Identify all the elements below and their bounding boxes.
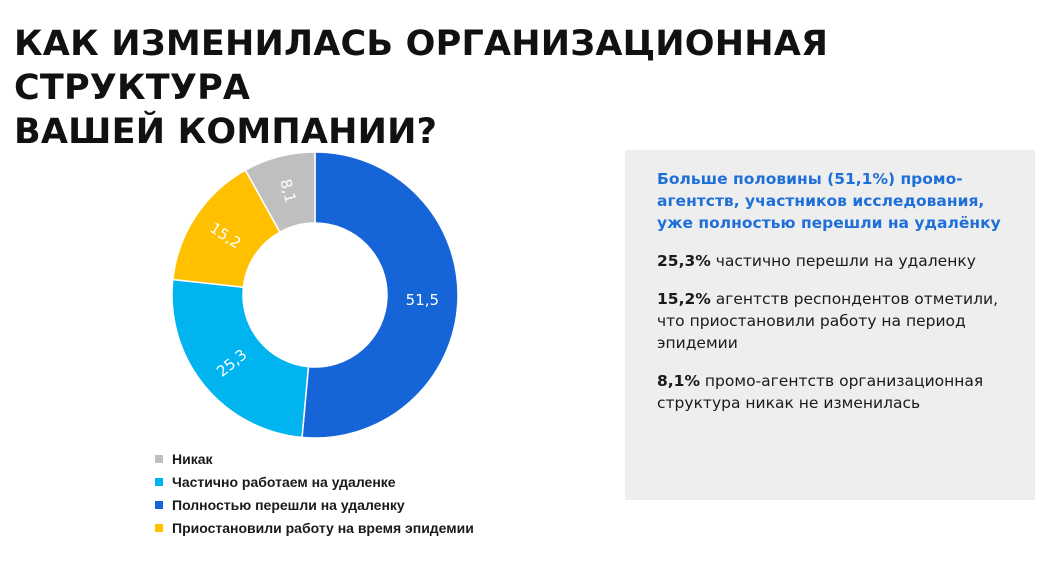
legend-item-2: Частично работаем на удаленке [155,470,474,493]
summary-pct-1: 25,3% [657,252,711,270]
legend-item-4: Приостановили работу на время эпидемии [155,516,474,539]
legend-label-1: Никак [172,450,213,467]
summary-paragraph-2: 15,2% агентств респондентов отметили, чт… [657,288,1011,354]
legend-item-1: Никак [155,447,474,470]
page-title: КАК ИЗМЕНИЛАСЬ ОРГАНИЗАЦИОННАЯ СТРУКТУРА… [14,22,1024,154]
summary-text-1: частично перешли на удаленку [710,252,976,270]
legend-swatch-4 [155,523,163,532]
legend-swatch-1 [155,454,163,463]
title-line-2: ВАШЕЙ КОМПАНИИ? [14,112,438,152]
legend-swatch-3 [155,500,163,509]
legend-label-2: Частично работаем на удаленке [172,473,396,490]
summary-pct-2: 15,2% [657,290,711,308]
title-line-1: КАК ИЗМЕНИЛАСЬ ОРГАНИЗАЦИОННАЯ СТРУКТУРА [14,24,829,108]
donut-slice-4 [244,151,316,234]
summary-paragraph-3: 8,1% промо-агентств организационная стру… [657,370,1011,414]
chart-legend: Никак Частично работаем на удаленке Полнос… [155,447,474,539]
summary-headline: Больше половины (51,1%) промо-агентств, … [657,170,1001,232]
summary-pct-3: 8,1% [657,372,700,390]
legend-item-3: Полностью перешли на удаленку [155,493,474,516]
legend-label-3: Полностью перешли на удаленку [172,496,405,513]
summary-text-3: промо-агентств организационная структура… [657,372,984,412]
summary-paragraph-1: 25,3% частично перешли на удаленку [657,250,1011,272]
donut-label-1: 51,5 [406,291,439,309]
summary-panel: Больше половины (51,1%) промо-агентств, … [625,150,1035,500]
donut-chart: 51,525,315,28,1 [171,151,459,439]
donut-label-4: 8,1 [276,177,299,205]
legend-swatch-2 [155,477,163,486]
donut-slice-1 [301,151,459,439]
legend-label-4: Приостановили работу на время эпидемии [172,519,474,536]
donut-slice-2 [171,278,310,439]
summary-text-2: агентств респондентов отметили, что прио… [657,290,999,352]
